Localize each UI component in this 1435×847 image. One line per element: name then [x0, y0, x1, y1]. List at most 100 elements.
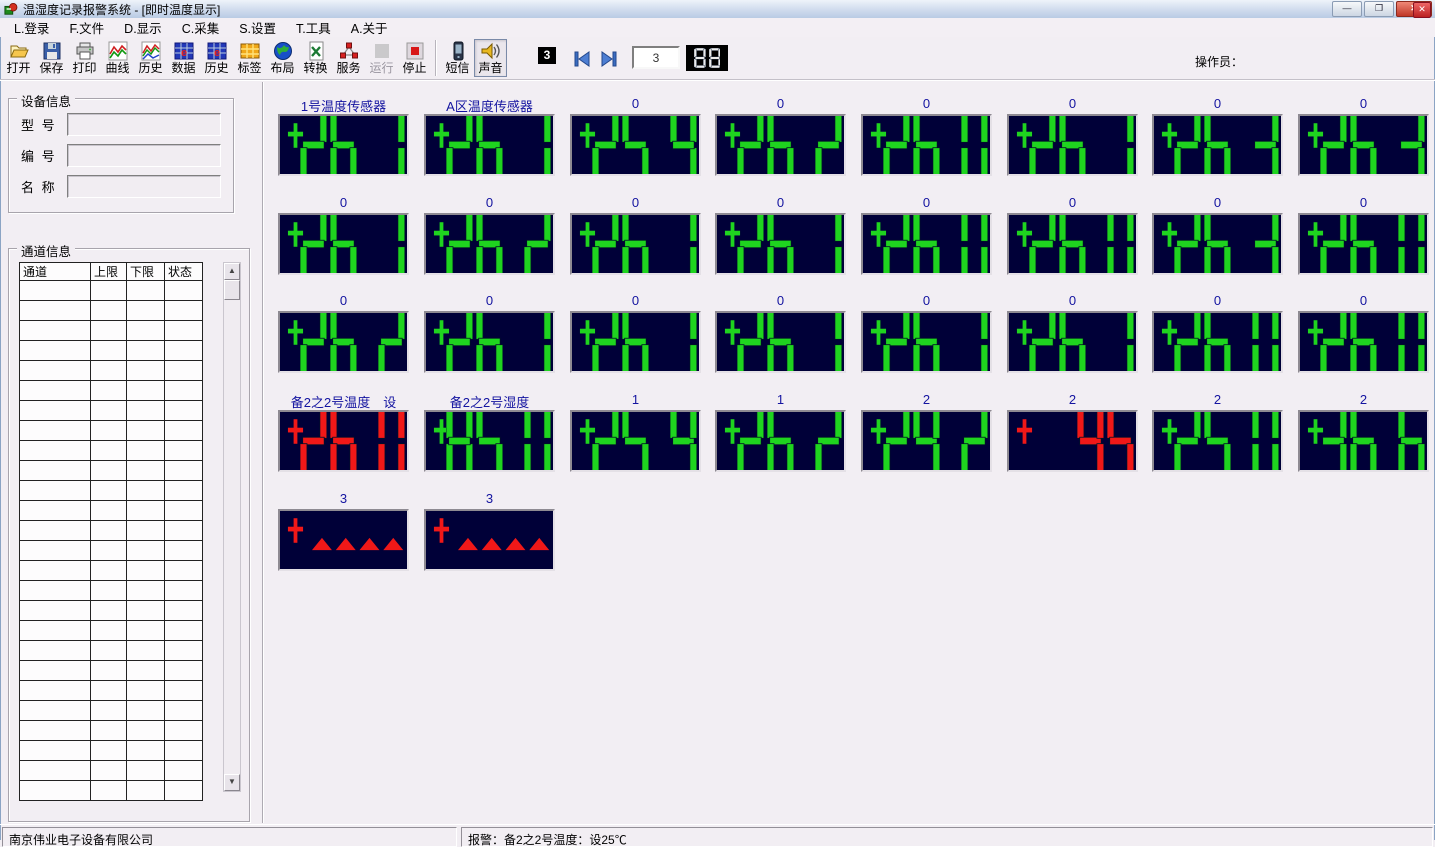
table-cell	[90, 440, 127, 461]
table-cell	[90, 280, 127, 301]
led-display-icon	[686, 45, 728, 71]
plus-sign-icon	[1161, 222, 1178, 247]
table-cell	[90, 500, 127, 521]
table-cell	[164, 340, 203, 361]
led-display	[278, 213, 409, 275]
table-cell	[19, 640, 91, 661]
table-cell	[126, 660, 165, 681]
plus-sign-icon	[1307, 320, 1324, 345]
plus-sign-icon	[287, 222, 304, 247]
led-display	[1298, 410, 1429, 472]
toolbar-button-stop[interactable]: 停止	[398, 39, 431, 77]
device-field-input[interactable]	[67, 175, 221, 198]
table-cell	[126, 500, 165, 521]
display-label: 0	[1359, 293, 1368, 308]
plus-sign-icon	[1307, 222, 1324, 247]
table-cell	[164, 740, 203, 761]
table-cell	[164, 280, 203, 301]
device-field-row: 编 号	[21, 144, 221, 167]
menu-item-关于[interactable]: A.关于	[350, 21, 388, 36]
mdi-child-close-button[interactable]: ✕	[1413, 2, 1431, 18]
page-number-input[interactable]	[632, 46, 680, 69]
seven-segment-value	[446, 412, 551, 470]
channel-table-scrollbar[interactable]: ▲ ▼	[223, 262, 241, 792]
menu-item-设置[interactable]: S.设置	[239, 21, 277, 36]
display-label: 2	[1213, 392, 1222, 407]
menu-item-采集[interactable]: C.采集	[181, 21, 220, 36]
toolbar-button-data-table[interactable]: e 数据	[167, 39, 200, 77]
menu-item-工具[interactable]: T.工具	[296, 21, 331, 36]
toolbar-button-history-curve[interactable]: 历史	[134, 39, 167, 77]
menu-item-文件[interactable]: F.文件	[69, 21, 105, 36]
display-label: 0	[922, 293, 931, 308]
led-display	[861, 311, 992, 373]
table-cell	[126, 400, 165, 421]
table-row	[19, 680, 203, 701]
toolbar-button-run[interactable]: 运行	[365, 39, 398, 77]
table-cell	[90, 620, 127, 641]
table-cell	[164, 360, 203, 381]
plus-sign-icon	[724, 222, 741, 247]
seven-segment-value	[883, 313, 988, 371]
display-label: 0	[776, 293, 785, 308]
alarm-triangles-icon	[312, 537, 404, 551]
curve-chart-icon	[108, 41, 127, 61]
toolbar-button-service-network[interactable]: 服务	[332, 39, 365, 77]
restore-button[interactable]: ❐	[1364, 1, 1394, 17]
display-label: 3	[339, 491, 348, 506]
toolbar-button-open-folder[interactable]: 打开	[2, 39, 35, 77]
table-cell	[164, 460, 203, 481]
display-label: 0	[1068, 293, 1077, 308]
plus-sign-icon	[433, 320, 450, 345]
minimize-button[interactable]: —	[1332, 1, 1362, 17]
led-display	[1152, 410, 1283, 472]
plus-sign-icon	[724, 419, 741, 444]
table-cell	[90, 680, 127, 701]
table-cell	[126, 560, 165, 581]
scroll-up-icon[interactable]: ▲	[224, 263, 240, 280]
led-display	[424, 509, 555, 571]
toolbar-button-save-floppy[interactable]: 保存	[35, 39, 68, 77]
table-cell	[90, 580, 127, 601]
table-cell	[126, 740, 165, 761]
display-label: 0	[485, 195, 494, 210]
scrollbar-thumb[interactable]	[224, 280, 240, 300]
toolbar-button-history-data[interactable]: e 历史	[200, 39, 233, 77]
toolbar-button-sound-speaker[interactable]: 声音	[474, 39, 507, 77]
prev-page-icon[interactable]	[572, 49, 592, 69]
toolbar-button-label: 打印	[72, 61, 97, 75]
scroll-down-icon[interactable]: ▼	[224, 774, 240, 791]
svg-text:e: e	[214, 47, 220, 59]
plus-sign-icon	[287, 518, 304, 543]
led-display	[570, 311, 701, 373]
toolbar-button-label: 打开	[6, 61, 31, 75]
device-field-input[interactable]	[67, 113, 221, 136]
channel-info-title: 通道信息	[17, 241, 76, 260]
plus-sign-icon	[1307, 419, 1324, 444]
table-cell	[126, 640, 165, 661]
toolbar-button-layout-globe[interactable]: 布局	[266, 39, 299, 77]
display-label: 0	[339, 195, 348, 210]
toolbar-button-label: 历史	[138, 61, 163, 75]
table-cell	[164, 320, 203, 341]
table-cell	[90, 720, 127, 741]
led-display	[715, 213, 846, 275]
table-row	[19, 300, 203, 321]
toolbar-button-curve-chart[interactable]: 曲线	[101, 39, 134, 77]
toolbar-button-sms-phone[interactable]: 短信	[441, 39, 474, 77]
seven-segment-value	[1320, 116, 1425, 174]
display-label: 0	[1359, 195, 1368, 210]
plus-sign-icon	[433, 123, 450, 148]
menu-item-显示[interactable]: D.显示	[124, 21, 162, 36]
table-cell	[19, 760, 91, 781]
toolbar-button-convert-excel[interactable]: 转换	[299, 39, 332, 77]
save-floppy-icon	[43, 42, 60, 60]
next-page-icon[interactable]	[599, 49, 619, 69]
table-cell	[90, 340, 127, 361]
seven-segment-value	[300, 215, 405, 273]
toolbar-button-label-grid[interactable]: 标签	[233, 39, 266, 77]
seven-segment-value	[1077, 412, 1134, 470]
device-field-input[interactable]	[67, 144, 221, 167]
menu-item-登录[interactable]: L.登录	[14, 21, 50, 36]
toolbar-button-printer[interactable]: 打印	[68, 39, 101, 77]
